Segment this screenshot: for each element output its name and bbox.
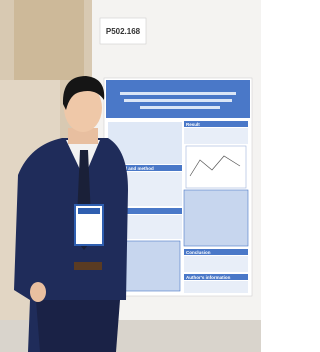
title-line <box>140 106 220 109</box>
table <box>184 190 248 246</box>
section-title: Conclusion <box>186 250 211 255</box>
graph <box>186 146 246 188</box>
belt <box>74 262 102 270</box>
section-title: Author's information <box>186 275 231 280</box>
sign-code: P502.168 <box>106 27 141 36</box>
text-block <box>184 281 248 293</box>
text-block <box>184 256 248 272</box>
section-title: Result <box>186 122 200 127</box>
trousers <box>36 300 120 352</box>
photo: P502.168 Result Material and method Resu… <box>0 0 261 352</box>
title-line <box>124 99 232 102</box>
badge-band <box>78 208 100 214</box>
text-block <box>184 128 248 144</box>
hand <box>30 282 46 302</box>
title-line <box>120 92 236 95</box>
door-panel <box>14 0 84 80</box>
